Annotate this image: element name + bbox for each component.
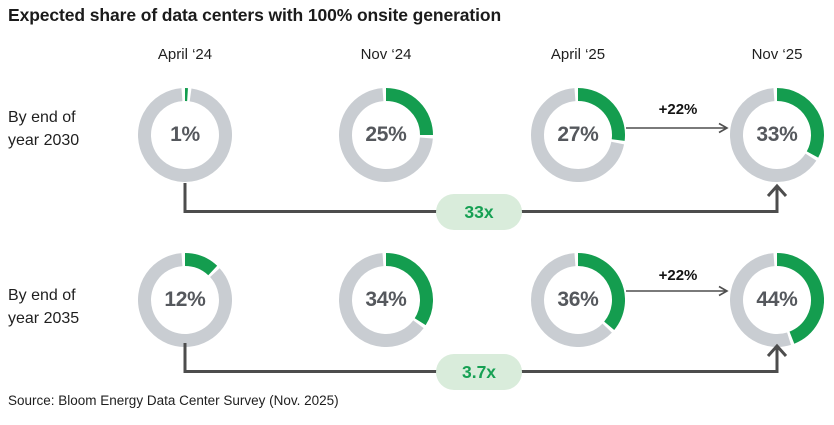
donut-2030-april25: 27% <box>531 88 625 182</box>
row-label-2035-line1: By end of <box>8 287 76 304</box>
chart-title: Expected share of data centers with 100%… <box>8 5 502 25</box>
row-label-2030-line1: By end of <box>8 109 76 126</box>
donut-value-label: 36% <box>557 288 599 311</box>
donut-ring <box>339 253 433 347</box>
donut-value-label: 25% <box>365 123 407 146</box>
donut-ring <box>531 88 625 182</box>
right-arrow-icon <box>626 285 729 297</box>
column-header-nov-24: Nov ‘24 <box>360 46 412 63</box>
multiplier-badge-2030: 33x <box>436 194 522 230</box>
row-label-2035-line2: year 2035 <box>8 310 80 327</box>
donut-ring <box>138 88 232 182</box>
column-header-april-24: April ‘24 <box>157 46 213 63</box>
row-label-2035: By end of year 2035 <box>8 284 79 330</box>
donut-ring <box>339 88 433 182</box>
donut-ring <box>531 253 625 347</box>
delta-label-2030: +22% <box>658 101 698 118</box>
row-label-2030: By end of year 2030 <box>8 106 79 152</box>
donut-value-label: 44% <box>756 288 798 311</box>
multiplier-badge-2035: 3.7x <box>436 354 522 390</box>
donut-value-label: 12% <box>164 288 206 311</box>
source-note: Source: Bloom Energy Data Center Survey … <box>8 393 339 408</box>
donut-2030-april24: 1% <box>138 88 232 182</box>
donut-value-label: 1% <box>170 123 200 146</box>
delta-label-2035: +22% <box>658 267 698 284</box>
donut-2035-nov25: 44% <box>730 253 824 347</box>
donut-value-label: 27% <box>557 123 599 146</box>
donut-2035-april24: 12% <box>138 253 232 347</box>
donut-ring <box>138 253 232 347</box>
donut-ring <box>730 253 824 347</box>
donut-2035-nov24: 34% <box>339 253 433 347</box>
donut-value-label: 34% <box>365 288 407 311</box>
column-header-nov-25: Nov ‘25 <box>751 46 803 63</box>
row-label-2030-line2: year 2030 <box>8 132 80 149</box>
donut-2030-nov25: 33% <box>730 88 824 182</box>
donut-2030-nov24: 25% <box>339 88 433 182</box>
right-arrow-icon <box>626 122 729 134</box>
column-header-april-25: April ‘25 <box>550 46 606 63</box>
donut-value-label: 33% <box>756 123 798 146</box>
donut-2035-april25: 36% <box>531 253 625 347</box>
donut-ring <box>730 88 824 182</box>
